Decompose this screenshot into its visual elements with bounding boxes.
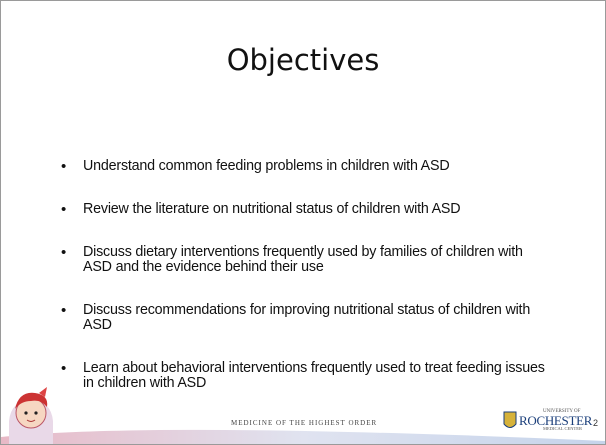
page: Objectives Understand common feeding pro…	[0, 0, 606, 445]
slide: Objectives Understand common feeding pro…	[0, 0, 606, 445]
bullet-list: Understand common feeding problems in ch…	[61, 159, 551, 391]
bullet: Discuss recommendations for improving nu…	[61, 303, 551, 333]
bullet: Learn about behavioral interventions fre…	[61, 361, 551, 391]
cartoon-girl	[9, 387, 53, 444]
page-number: 2	[593, 418, 598, 428]
footer-tagline: Medicine of the Highest Order	[231, 419, 377, 427]
bullet: Review the literature on nutritional sta…	[61, 202, 551, 217]
slide-title: Objectives	[1, 43, 605, 77]
logo: University of Rochester Medical Center	[501, 409, 591, 433]
bullet: Discuss dietary interventions frequently…	[61, 245, 551, 275]
bullet: Understand common feeding problems in ch…	[61, 159, 551, 174]
logo-sub: Medical Center	[543, 426, 582, 431]
